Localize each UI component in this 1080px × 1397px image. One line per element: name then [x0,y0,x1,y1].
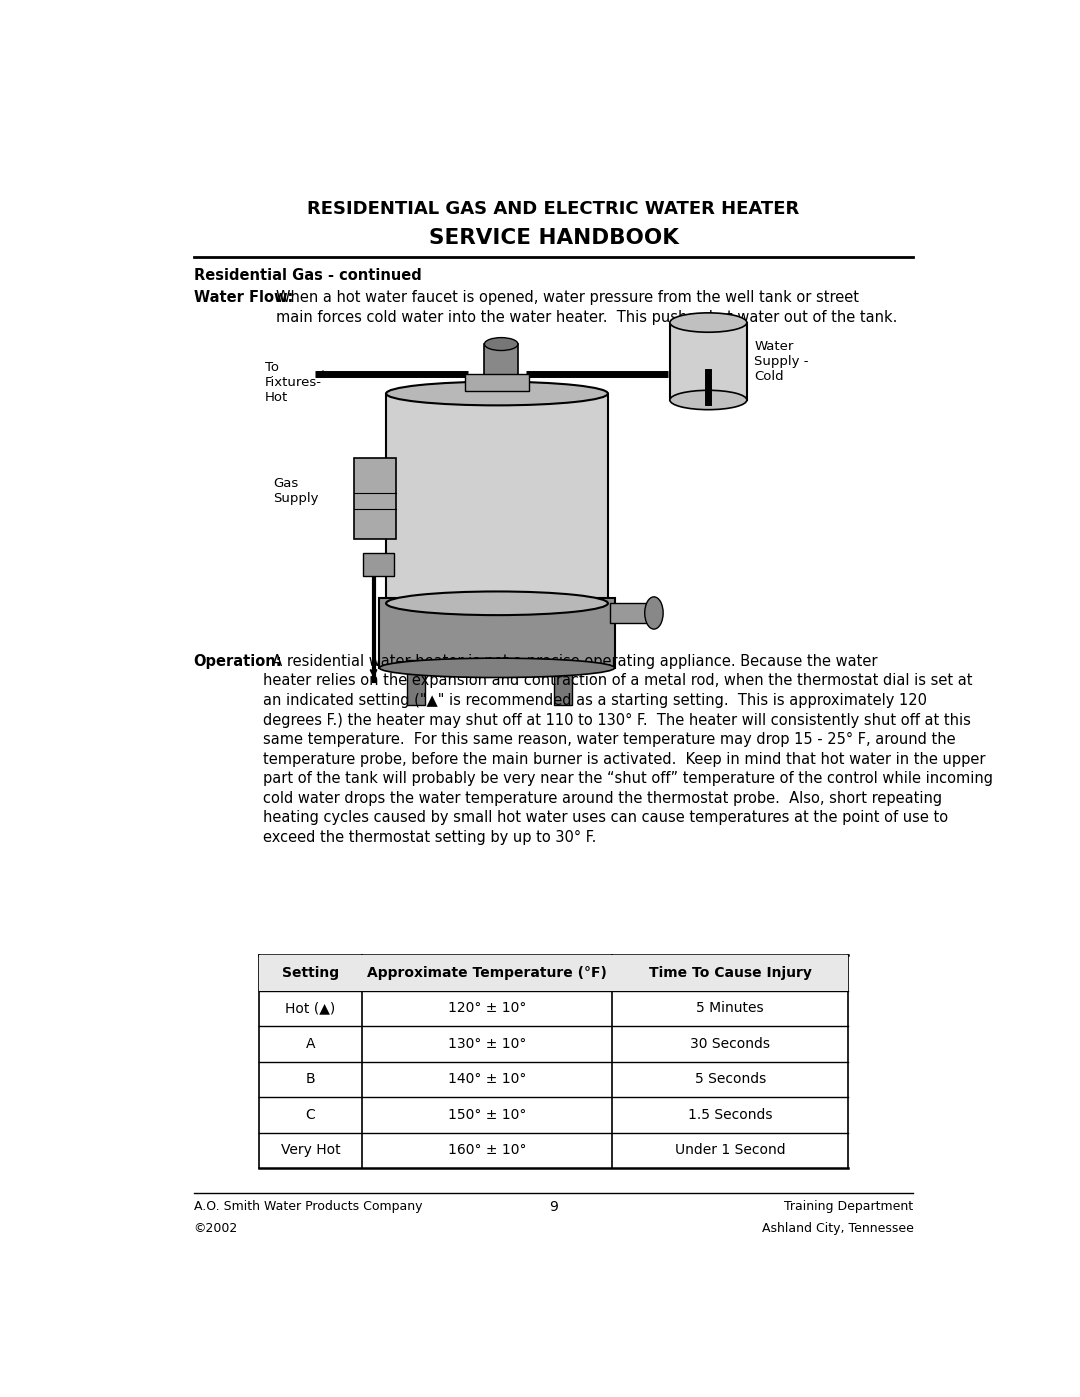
Text: Water
Supply -
Cold: Water Supply - Cold [755,339,809,383]
Text: Gas
Supply: Gas Supply [273,476,319,504]
Text: C: C [306,1108,315,1122]
Text: A.O. Smith Water Products Company: A.O. Smith Water Products Company [193,1200,422,1214]
Text: 120° ± 10°: 120° ± 10° [448,1002,526,1016]
Text: ©2002: ©2002 [193,1222,238,1235]
Text: RESIDENTIAL GAS AND ELECTRIC WATER HEATER: RESIDENTIAL GAS AND ELECTRIC WATER HEATE… [308,200,799,218]
Bar [379,598,615,668]
Ellipse shape [387,381,608,405]
Text: B: B [306,1073,315,1087]
Text: 130° ± 10°: 130° ± 10° [448,1037,526,1051]
Text: 1.5 Seconds: 1.5 Seconds [688,1108,772,1122]
Text: 150° ± 10°: 150° ± 10° [448,1108,526,1122]
Ellipse shape [379,658,615,678]
Ellipse shape [670,313,747,332]
Bar [465,374,529,391]
Text: 5 Seconds: 5 Seconds [694,1073,766,1087]
Bar [554,661,572,705]
Text: When a hot water faucet is opened, water pressure from the well tank or street
m: When a hot water faucet is opened, water… [276,291,897,326]
Ellipse shape [485,338,518,351]
Text: Training Department: Training Department [784,1200,914,1214]
Text: 30 Seconds: 30 Seconds [690,1037,770,1051]
Text: SERVICE HANDBOOK: SERVICE HANDBOOK [429,228,678,247]
Ellipse shape [645,597,663,629]
Text: To
Fixtures-
Hot: To Fixtures- Hot [265,362,322,404]
Text: Very Hot: Very Hot [281,1143,340,1157]
Text: Water Flow:: Water Flow: [193,291,293,306]
Bar [485,344,518,387]
Bar [407,661,426,705]
Bar [387,394,608,604]
Text: Hot (▲): Hot (▲) [285,1002,336,1016]
Bar [363,553,394,577]
Bar [259,956,848,990]
Text: 160° ± 10°: 160° ± 10° [448,1143,526,1157]
Ellipse shape [670,390,747,409]
Text: Approximate Temperature (°F): Approximate Temperature (°F) [367,965,607,979]
Text: Ashland City, Tennessee: Ashland City, Tennessee [761,1222,914,1235]
Text: 9: 9 [549,1200,558,1214]
Ellipse shape [387,591,608,615]
Text: A: A [306,1037,315,1051]
Bar [670,323,747,400]
Text: Operation:: Operation: [193,654,282,669]
Bar [354,458,396,539]
Text: A residential water heater is not a precise operating appliance. Because the wat: A residential water heater is not a prec… [264,654,994,845]
Text: Setting: Setting [282,965,339,979]
Text: 140° ± 10°: 140° ± 10° [448,1073,526,1087]
Text: Time To Cause Injury: Time To Cause Injury [649,965,812,979]
Text: Residential Gas - continued: Residential Gas - continued [193,268,421,282]
Text: Under 1 Second: Under 1 Second [675,1143,785,1157]
Text: 5 Minutes: 5 Minutes [697,1002,764,1016]
Bar [609,604,656,623]
